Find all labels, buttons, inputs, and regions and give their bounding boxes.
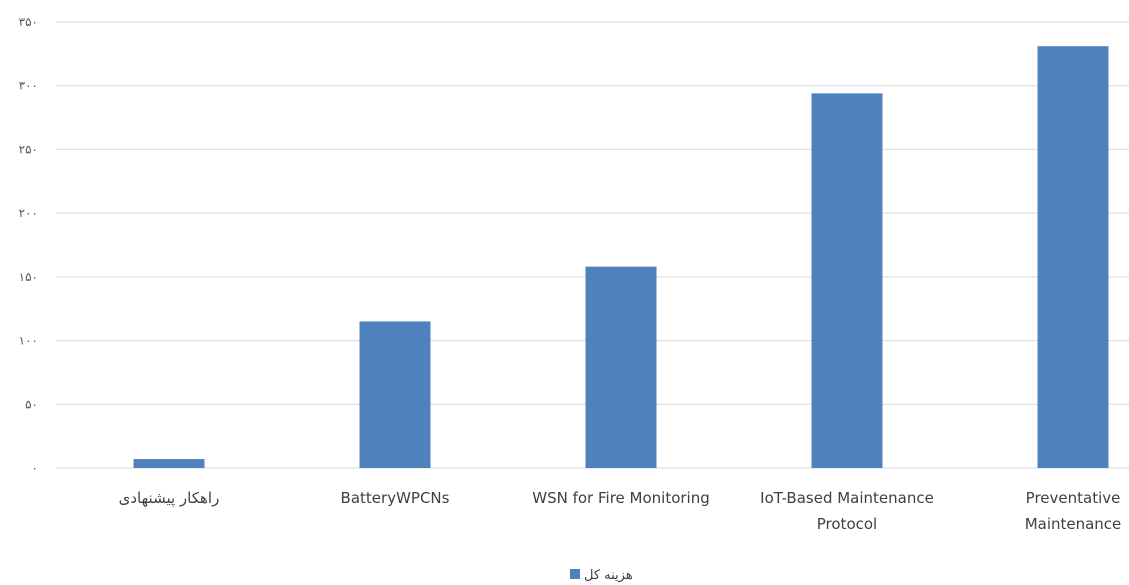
- legend-swatch: [570, 569, 580, 579]
- y-tick-label: ۳۰۰: [19, 79, 38, 93]
- x-tick-label: BatteryWPCNs: [341, 489, 450, 507]
- x-tick-label: IoT-Based Maintenance: [760, 489, 934, 507]
- legend: هزینه کل: [570, 568, 633, 583]
- y-tick-label: ۱۰۰: [19, 334, 38, 348]
- y-tick-label: ۳۵۰: [19, 15, 38, 29]
- legend-label: هزینه کل: [584, 568, 633, 583]
- x-tick-label: راهکار پیشنهادی: [119, 489, 220, 508]
- y-tick-label: ۱۵۰: [19, 270, 38, 284]
- y-tick-label: ۵۰: [25, 397, 38, 411]
- bar: [811, 93, 883, 469]
- y-tick-label: ۲۰۰: [19, 206, 38, 220]
- x-tick-label: Maintenance: [1025, 515, 1122, 533]
- x-tick-label: WSN for Fire Monitoring: [532, 489, 710, 507]
- bar: [133, 459, 205, 468]
- y-axis-ticks: ۰ ۵۰ ۱۰۰ ۱۵۰ ۲۰۰ ۲۵۰ ۳۰۰ ۳۵۰: [19, 15, 38, 475]
- bar: [1037, 46, 1109, 469]
- y-tick-label: ۲۵۰: [19, 142, 38, 156]
- x-tick-label: Preventative: [1026, 489, 1121, 507]
- bar: [359, 321, 431, 468]
- bar: [585, 266, 657, 468]
- x-tick-label: Protocol: [817, 515, 877, 533]
- x-axis-ticks: راهکار پیشنهادی BatteryWPCNs WSN for Fire …: [119, 489, 1122, 533]
- bars: [133, 46, 1109, 469]
- y-tick-label: ۰: [32, 461, 38, 475]
